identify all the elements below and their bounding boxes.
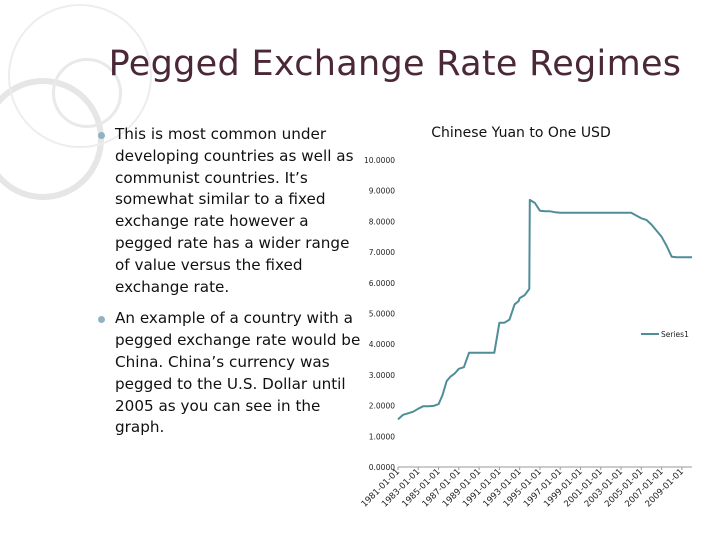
y-tick-label: 3.0000	[369, 371, 395, 380]
bullet-dot-icon	[98, 132, 105, 139]
y-tick-label: 9.0000	[369, 187, 395, 196]
y-tick-label: 2.0000	[369, 402, 395, 411]
y-tick-label: 8.0000	[369, 217, 395, 226]
slide-title: Pegged Exchange Rate Regimes	[108, 44, 682, 84]
y-tick-label: 4.0000	[369, 340, 395, 349]
y-tick-label: 5.0000	[369, 310, 395, 319]
y-tick-label: 0.0000	[369, 463, 395, 472]
bullet-dot-icon	[98, 316, 105, 324]
y-tick-label: 10.0000	[364, 156, 395, 165]
bullet-text: This is most common under developing cou…	[115, 125, 354, 296]
series-line	[397, 198, 692, 421]
bullet-item: An example of a country with a pegged ex…	[98, 308, 366, 439]
chart-title: Chinese Yuan to One USD	[431, 125, 611, 141]
y-tick-label: 6.0000	[369, 279, 395, 288]
bullet-text: An example of a country with a pegged ex…	[115, 309, 361, 437]
decorative-ring-outer	[8, 4, 152, 148]
legend-label: Series1	[661, 330, 689, 339]
bullet-list: This is most common under developing cou…	[98, 124, 366, 449]
y-tick-label: 1.0000	[369, 432, 395, 441]
y-tick-label: 7.0000	[369, 248, 395, 257]
bullet-item: This is most common under developing cou…	[98, 124, 366, 298]
decorative-ring-small	[52, 58, 122, 128]
